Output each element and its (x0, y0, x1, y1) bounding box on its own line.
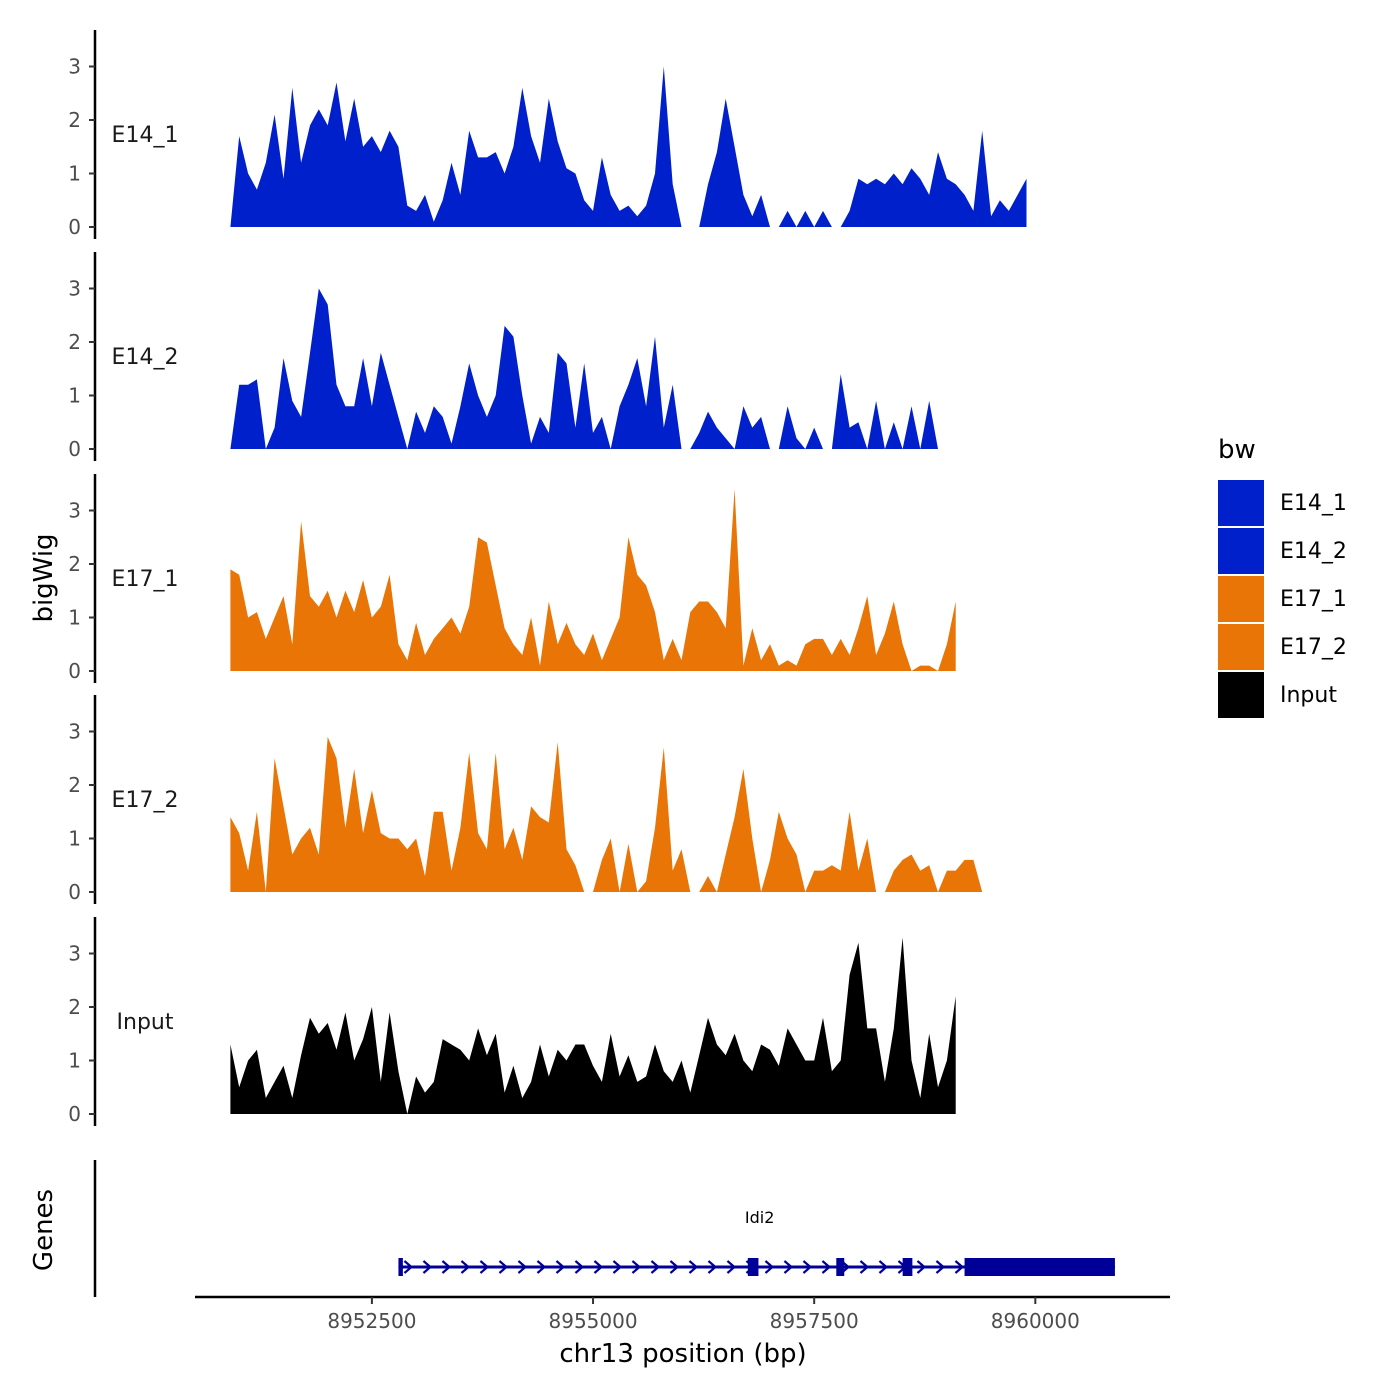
y-tick-label: 1 (68, 1049, 81, 1073)
gene-exon (836, 1258, 845, 1276)
y-tick-label: 0 (68, 1102, 81, 1126)
y-tick-label: 1 (68, 827, 81, 851)
x-tick-label: 8957500 (770, 1309, 859, 1333)
strand-arrow (935, 1260, 946, 1274)
legend-label: E14_1 (1280, 491, 1347, 516)
y-tick-label: 2 (68, 995, 81, 1019)
track-panels: 0 1 2 3 E14_1 0 1 2 3 E14_2 0 1 2 3 E17_1 0 1 2 3 E17_2 0 1 2 3… (68, 30, 1027, 1126)
strand-arrow (517, 1260, 528, 1274)
legend: bw E14_1 E14_2 E17_1 E17_2 Input (1218, 435, 1347, 718)
track-label-E14_1: E14_1 (112, 123, 179, 148)
strand-arrow (688, 1260, 699, 1274)
legend-swatch (1218, 672, 1264, 718)
legend-label: E14_2 (1280, 539, 1347, 564)
track-label-E17_1: E17_1 (112, 567, 179, 592)
y-tick-label: 2 (68, 773, 81, 797)
track-E14_1: 0 1 2 3 E14_1 (68, 30, 1027, 239)
legend-swatch (1218, 528, 1264, 574)
gene-Idi2: Idi2 (398, 1208, 1115, 1276)
genes-panel: Idi2 (93, 1160, 1115, 1297)
y-tick-label: 0 (68, 880, 81, 904)
gene-exon (902, 1258, 913, 1276)
strand-arrow (422, 1260, 433, 1274)
strand-arrow (460, 1260, 471, 1274)
genes-axis-title: Genes (29, 1189, 59, 1271)
track-label-Input: Input (117, 1010, 174, 1035)
strand-arrow (669, 1260, 680, 1274)
y-tick-label: 1 (68, 162, 81, 186)
area-E14_1 (230, 66, 1027, 227)
strand-arrow (612, 1260, 623, 1274)
track-label-E17_2: E17_2 (112, 788, 179, 813)
x-tick-label: 8955000 (549, 1309, 638, 1333)
area-Input (230, 937, 956, 1114)
strand-arrow (783, 1260, 794, 1274)
area-E14_2 (230, 288, 947, 449)
strand-arrow (764, 1260, 775, 1274)
y-tick-label: 1 (68, 384, 81, 408)
track-label-E14_2: E14_2 (112, 345, 179, 370)
legend-label: Input (1280, 683, 1337, 708)
strand-arrow (650, 1260, 661, 1274)
x-axis-title: chr13 position (bp) (559, 1339, 806, 1369)
strand-arrow (403, 1260, 414, 1274)
x-tick-label: 8960000 (991, 1309, 1080, 1333)
track-Input: 0 1 2 3 Input (68, 917, 956, 1126)
track-E17_1: 0 1 2 3 E17_1 (68, 474, 956, 683)
strand-arrow (707, 1260, 718, 1274)
legend-label: E17_2 (1280, 635, 1347, 660)
gene-label: Idi2 (745, 1208, 775, 1227)
y-axis-title: bigWig (29, 533, 59, 622)
strand-arrow (631, 1260, 642, 1274)
y-tick-label: 0 (68, 659, 81, 683)
strand-arrow (821, 1260, 832, 1274)
y-tick-label: 3 (68, 942, 81, 966)
strand-arrow (555, 1260, 566, 1274)
y-tick-label: 3 (68, 55, 81, 79)
strand-arrow (441, 1260, 452, 1274)
strand-arrow (593, 1260, 604, 1274)
track-E14_2: 0 1 2 3 E14_2 (68, 252, 947, 461)
y-tick-label: 3 (68, 499, 81, 523)
legend-title: bw (1218, 435, 1256, 465)
x-tick-label: 8952500 (327, 1309, 416, 1333)
legend-swatch (1218, 480, 1264, 526)
legend-label: E17_1 (1280, 587, 1347, 612)
strand-arrow (859, 1260, 870, 1274)
y-tick-label: 2 (68, 330, 81, 354)
strand-arrow (574, 1260, 585, 1274)
strand-arrow (536, 1260, 547, 1274)
strand-arrow (916, 1260, 927, 1274)
x-axis: 8952500 8955000 8957500 8960000 (195, 1295, 1170, 1333)
strand-arrow (954, 1260, 965, 1274)
gene-exon (747, 1258, 759, 1276)
y-tick-label: 1 (68, 606, 81, 630)
legend-swatch (1218, 624, 1264, 670)
legend-swatch (1218, 576, 1264, 622)
y-tick-label: 3 (68, 277, 81, 301)
track-E17_2: 0 1 2 3 E17_2 (68, 695, 983, 904)
strand-arrow (479, 1260, 490, 1274)
y-tick-label: 3 (68, 720, 81, 744)
strand-arrow (802, 1260, 813, 1274)
gene-exon (398, 1258, 403, 1276)
y-tick-label: 2 (68, 108, 81, 132)
area-E17_1 (230, 489, 956, 671)
y-tick-label: 0 (68, 215, 81, 239)
strand-arrow (878, 1260, 889, 1274)
y-tick-label: 0 (68, 437, 81, 461)
strand-arrow (726, 1260, 737, 1274)
strand-arrow (498, 1260, 509, 1274)
gene-exon (964, 1258, 1115, 1276)
area-E17_2 (230, 736, 983, 892)
y-tick-label: 2 (68, 552, 81, 576)
